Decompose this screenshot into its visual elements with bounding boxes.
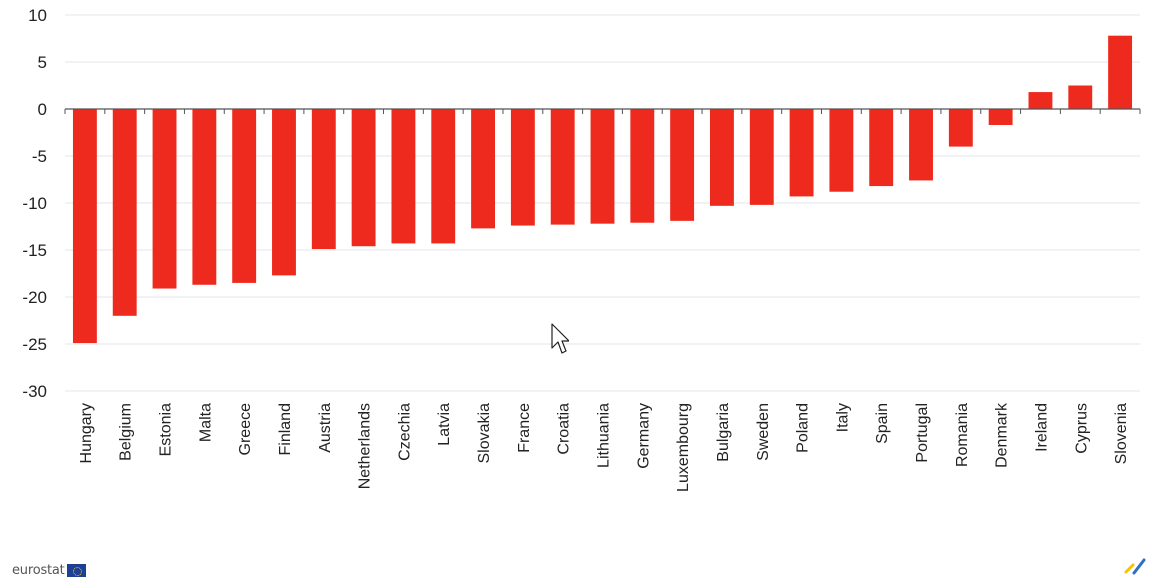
bars — [72, 35, 1133, 344]
x-category-label: France — [516, 403, 533, 453]
axes — [64, 108, 1141, 114]
x-category-label: Romania — [954, 403, 971, 467]
bar-spain[interactable] — [869, 109, 894, 187]
x-category-label: Italy — [834, 403, 851, 432]
y-tick-label: -20 — [22, 288, 47, 307]
bar-ireland[interactable] — [1028, 92, 1053, 109]
bar-greece[interactable] — [232, 109, 257, 283]
x-category-label: Hungary — [78, 403, 95, 463]
eurostat-logo[interactable]: eurostat — [12, 562, 86, 578]
bar-malta[interactable] — [192, 109, 217, 285]
x-category-label: Estonia — [158, 403, 175, 456]
x-axis-category-labels: Hungary Belgium Estonia Malta Greece Finland A… — [78, 402, 1130, 492]
bar-poland[interactable] — [789, 109, 814, 197]
chart-brand-icon — [1124, 558, 1146, 575]
y-axis-tick-labels: 10 5 0 -5 -10 -15 -20 -25 -30 — [22, 6, 47, 401]
x-category-label: Luxembourg — [675, 403, 692, 492]
bar-denmark[interactable] — [988, 109, 1013, 125]
x-category-label: Lithuania — [596, 403, 613, 468]
bar-netherlands[interactable] — [351, 109, 376, 247]
bar-portugal[interactable] — [909, 109, 933, 181]
eu-flag-icon — [66, 563, 86, 577]
bar-romania[interactable] — [948, 109, 973, 147]
y-tick-label: 10 — [28, 6, 47, 25]
x-category-label: Austria — [317, 403, 334, 453]
x-category-label: Spain — [874, 403, 891, 444]
bar-slovakia[interactable] — [471, 109, 495, 229]
y-tick-label: -25 — [22, 335, 47, 354]
x-category-label: Cyprus — [1073, 403, 1090, 454]
x-category-label: Latvia — [436, 403, 453, 446]
x-category-label: Finland — [277, 403, 294, 455]
x-category-label: Bulgaria — [715, 403, 732, 462]
x-category-label: Slovakia — [476, 403, 493, 464]
bar-slovenia[interactable] — [1108, 35, 1133, 109]
x-category-label: Germany — [635, 403, 652, 469]
x-category-label: Greece — [237, 403, 254, 456]
y-tick-label: -10 — [22, 194, 47, 213]
bar-france[interactable] — [510, 109, 535, 226]
bar-luxembourg[interactable] — [670, 109, 695, 221]
x-category-label: Portugal — [914, 403, 931, 463]
bar-italy[interactable] — [829, 109, 854, 192]
y-tick-label: -30 — [22, 382, 47, 401]
bar-finland[interactable] — [272, 109, 296, 276]
x-category-label: Czechia — [396, 403, 413, 461]
bar-sweden[interactable] — [749, 109, 774, 205]
bar-germany[interactable] — [630, 109, 655, 223]
eurostat-logo-text: eurostat — [12, 562, 65, 578]
x-category-label: Netherlands — [357, 403, 374, 489]
x-category-label: Malta — [197, 403, 214, 442]
bar-belgium[interactable] — [112, 109, 137, 316]
bar-hungary[interactable] — [72, 109, 97, 344]
bar-czechia[interactable] — [391, 109, 416, 244]
bar-estonia[interactable] — [152, 109, 177, 289]
x-category-label: Ireland — [1033, 403, 1050, 452]
x-category-label: Croatia — [556, 403, 573, 455]
y-tick-label: -5 — [32, 147, 47, 166]
bar-bulgaria[interactable] — [710, 109, 734, 206]
bar-cyprus[interactable] — [1068, 85, 1093, 110]
x-category-label: Slovenia — [1113, 403, 1130, 464]
x-category-label: Denmark — [994, 402, 1011, 468]
x-category-label: Belgium — [118, 403, 135, 461]
bar-latvia[interactable] — [431, 109, 456, 244]
bar-lithuania[interactable] — [590, 109, 615, 224]
y-tick-label: -15 — [22, 241, 47, 260]
mouse-cursor-icon — [551, 323, 569, 354]
y-tick-label: 0 — [38, 100, 47, 119]
x-category-label: Poland — [795, 403, 812, 453]
x-category-label: Sweden — [755, 403, 772, 461]
bar-austria[interactable] — [311, 109, 336, 250]
bar-croatia[interactable] — [550, 109, 575, 225]
y-tick-label: 5 — [38, 53, 47, 72]
